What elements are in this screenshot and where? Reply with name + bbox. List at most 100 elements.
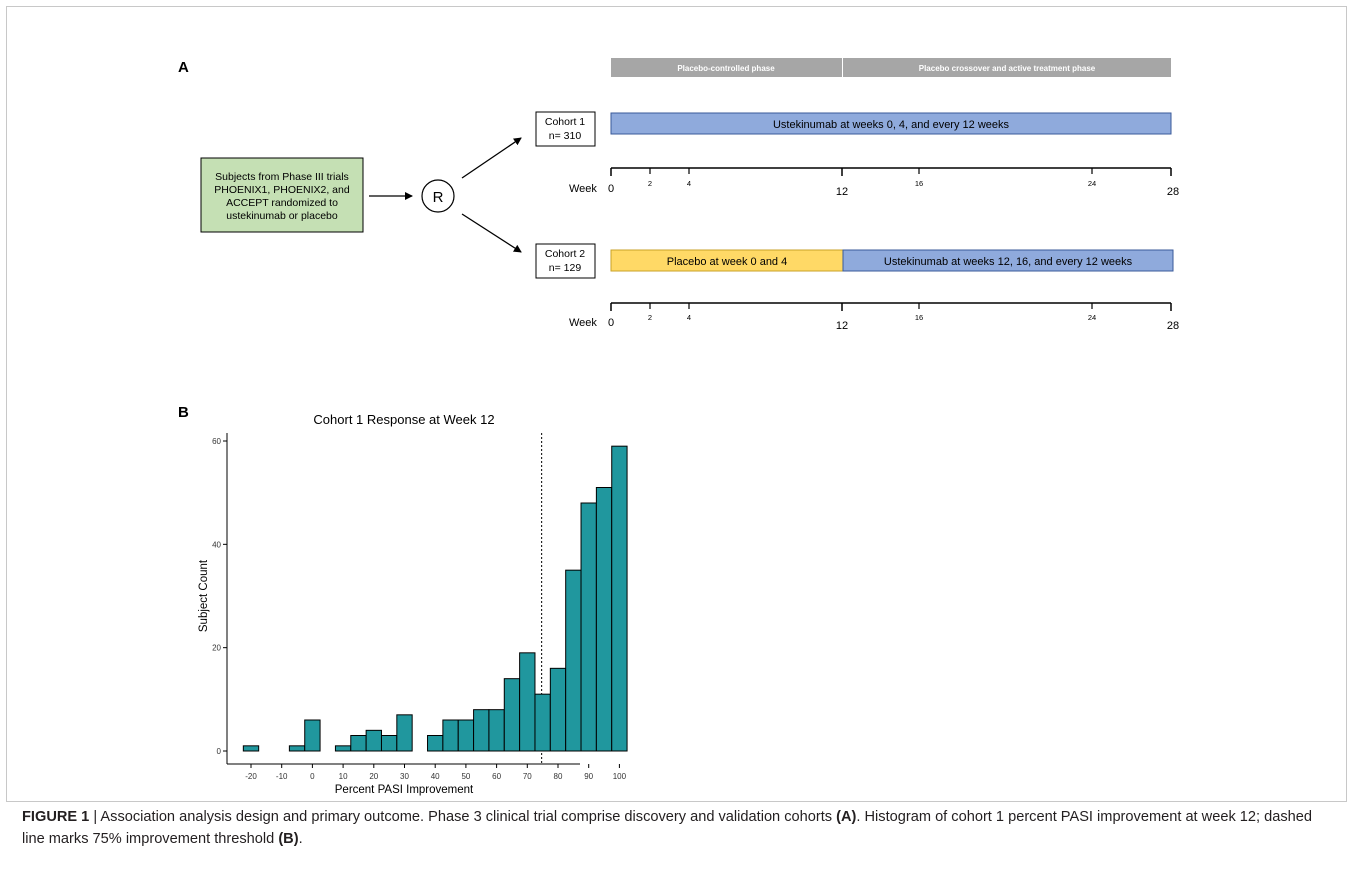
histogram-bar [534, 693, 551, 752]
panel-a-label: A [178, 59, 189, 76]
caption-ref-a: (A) [836, 809, 857, 825]
histogram-bar [488, 709, 505, 752]
phase-left-label: Placebo-controlled phase [677, 64, 775, 73]
cohort2-box-rect [535, 243, 596, 279]
histogram-bar [473, 709, 490, 752]
figure-caption: FIGURE 1 | Association analysis design a… [22, 806, 1332, 850]
figure-frame [6, 6, 1347, 802]
histogram-bar [503, 678, 521, 752]
cohort2-box: Cohort 2 n= 129 [535, 243, 596, 279]
x-tick-label: 80 [554, 772, 563, 781]
timeline-1-label-12: 12 [836, 186, 848, 198]
histogram-bar [580, 502, 597, 752]
y-tick-label: 40 [212, 540, 221, 549]
panel-b-label: B [178, 404, 189, 421]
histogram-bar [457, 719, 475, 752]
x-tick-label: 40 [431, 772, 440, 781]
x-tick-label: -10 [276, 772, 288, 781]
timeline-1-label-4: 4 [687, 179, 691, 188]
caption-text-2: . Histogram of cohort 1 percent PASI imp… [22, 809, 1313, 847]
x-tick-label: 0 [310, 772, 315, 781]
timeline-1-label-0: 0 [608, 183, 614, 195]
y-tick-label: 20 [212, 644, 221, 653]
histogram-x-ticks: -20 -10 0 10 20 30 40 50 60 70 80 90 100 [245, 764, 627, 781]
subjects-line-2: PHOENIX1, PHOENIX2, and [214, 184, 350, 196]
x-tick-label: 20 [369, 772, 378, 781]
histogram-axes [226, 433, 580, 765]
histogram-bar [565, 569, 582, 752]
x-tick-label: 30 [400, 772, 409, 781]
timeline-1-label-28: 28 [1167, 186, 1179, 198]
histogram-bar [334, 745, 352, 752]
histogram-bar [380, 735, 398, 752]
chart-title: Cohort 1 Response at Week 12 [313, 412, 494, 427]
cohort1-box: Cohort 1 n= 310 [535, 111, 596, 147]
x-tick-label: 70 [523, 772, 532, 781]
histogram-bar [595, 487, 613, 752]
y-tick-label: 60 [212, 437, 221, 446]
timeline-1-week-label: Week [569, 183, 597, 195]
figure-canvas: A Placebo-controlled phase Placebo cross… [178, 58, 1179, 796]
cohort1-ustekinumab-bar [610, 112, 1172, 135]
subjects-line-3: ACCEPT randomized to [226, 197, 338, 209]
cohort2-placebo-label: Placebo at week 0 and 4 [667, 256, 787, 268]
timeline-2: Week 0 2 4 12 16 24 28 [569, 302, 1179, 332]
subjects-line-1: Subjects from Phase III trials [215, 171, 349, 183]
y-axis-label: Subject Count [198, 559, 210, 632]
timeline-2-label-12: 12 [836, 320, 848, 332]
timeline-2-label-16: 16 [915, 313, 923, 322]
randomize-circle [421, 179, 455, 213]
histogram-y-ticks: 0 20 40 60 [212, 437, 227, 756]
cohort1-bar-label: Ustekinumab at weeks 0, 4, and every 12 … [773, 119, 1010, 131]
histogram-bar [242, 745, 260, 752]
subjects-line-4: ustekinumab or placebo [226, 210, 338, 222]
timeline-2-label-0: 0 [608, 317, 614, 329]
x-tick-label: 60 [492, 772, 501, 781]
cohort1-box-rect [535, 111, 596, 147]
caption-ref-b: (B) [278, 831, 299, 847]
histogram-bars [242, 445, 628, 752]
timeline-2-week-label: Week [569, 317, 597, 329]
timeline-2-label-28: 28 [1167, 320, 1179, 332]
cohort2-n: n= 129 [549, 262, 582, 274]
phase-bar-right [843, 58, 1171, 77]
x-tick-label: -20 [245, 772, 257, 781]
timeline-1-label-16: 16 [915, 179, 923, 188]
histogram: -20 -10 0 10 20 30 40 50 60 70 80 90 100 0 20 40 60 [212, 433, 628, 781]
x-tick-label: 100 [613, 772, 627, 781]
histogram-bar [549, 667, 567, 752]
randomize-label: R [433, 189, 444, 206]
arrow-to-cohort2 [461, 213, 522, 253]
histogram-bar [611, 445, 628, 752]
histogram-bar [288, 745, 306, 752]
cohort1-n: n= 310 [549, 130, 582, 142]
timeline-1-label-2: 2 [648, 179, 652, 188]
timeline-1-label-24: 24 [1088, 179, 1096, 188]
phase-bar-left [611, 58, 842, 77]
histogram-bar [442, 719, 459, 752]
histogram-bar [427, 735, 444, 752]
timeline-1: Week 0 2 4 12 16 24 28 [569, 167, 1179, 198]
histogram-bar [365, 729, 382, 752]
timeline-2-label-4: 4 [687, 313, 691, 322]
cohort1-name: Cohort 1 [545, 116, 585, 128]
x-axis-label: Percent PASI Improvement [335, 784, 474, 796]
histogram-bar [304, 719, 321, 752]
cohort2-ustekinumab-bar [842, 249, 1174, 272]
caption-figure-label: FIGURE 1 [22, 809, 90, 825]
cohort2-name: Cohort 2 [545, 248, 585, 260]
x-tick-label: 50 [461, 772, 470, 781]
histogram-bar [519, 652, 536, 752]
phase-bar: Placebo-controlled phase Placebo crossov… [611, 58, 1171, 77]
caption-separator: | [89, 809, 101, 825]
x-tick-label: 10 [339, 772, 348, 781]
histogram-bar [350, 735, 367, 752]
histogram-bar [396, 714, 413, 752]
subjects-box-rect [200, 157, 364, 233]
caption-text-3: . [298, 831, 303, 847]
x-tick-label: 90 [584, 772, 593, 781]
cohort2-ustekinumab-label: Ustekinumab at weeks 12, 16, and every 1… [884, 256, 1133, 268]
phase-right-label: Placebo crossover and active treatment p… [919, 64, 1096, 73]
timeline-2-label-24: 24 [1088, 313, 1096, 322]
y-tick-label: 0 [217, 747, 222, 756]
